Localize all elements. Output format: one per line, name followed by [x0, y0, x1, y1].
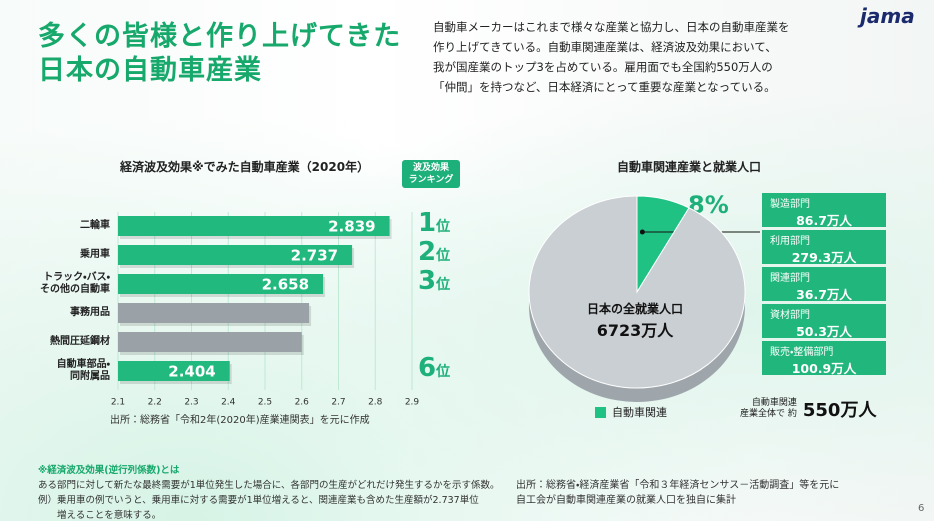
ranking: 1位 [418, 208, 450, 238]
x-tick-label: 2.7 [331, 398, 345, 408]
notes-line: ある部門に対して新たな最終需要が1単位発生した場合に、各部門の生産がどれだけ発生… [38, 480, 500, 491]
title-line: 多くの皆様と作り上げてきた [38, 21, 402, 52]
breakdown-label: 製造部門 [770, 199, 810, 210]
source-line: 自工会が自動車関連産業の就業人口を独自に集計 [516, 495, 736, 506]
pie-center-label: 日本の全就業人口 [586, 302, 683, 316]
category-label: 事務用品 [70, 307, 110, 318]
x-tick-label: 2.8 [368, 398, 383, 408]
ranking: 2位 [418, 237, 450, 267]
breakdown-row: 資材部門 50.3万人 [762, 304, 886, 339]
total: 自動車関連 産業全体で 約 550万人 [740, 396, 876, 422]
value-label: 2.404 [168, 363, 215, 381]
notes-title: ※経済波及効果(逆行列係数)とは [38, 465, 180, 476]
breakdown-row: 利用部門 279.3万人 [762, 230, 886, 265]
bar [118, 303, 310, 323]
pie-center: 日本の全就業人口 6723万人 [560, 300, 710, 341]
source: 出所：総務省・経済産業省「令和３年経済センサス－活動調査」等を元に 自工会が自動… [516, 478, 839, 508]
bar [118, 245, 353, 265]
ranking-number: 2 [418, 237, 437, 267]
bar-source: 出所：総務省「令和2年(2020年)産業連関表」を元に作成 [110, 415, 370, 426]
description-line: 「仲間」を持つなど、日本経済にとって重要な産業となっている。 [433, 80, 776, 94]
bar [118, 274, 324, 294]
breakdown-value: 86.7万人 [796, 213, 852, 228]
value-label: 2.839 [328, 218, 375, 236]
notes: ※経済波及効果(逆行列係数)とは ある部門に対して新たな最終需要が1単位発生した… [38, 463, 499, 521]
breakdown-row: 関連部門 36.7万人 [762, 267, 886, 302]
description: 自動車メーカーはこれまで様々な産業と協力し、日本の自動車産業を 作り上げてきてい… [433, 17, 790, 97]
source-line: 出所：総務省・経済産業省「令和３年経済センサス－活動調査」等を元に [516, 480, 840, 491]
ranking-unit: 位 [436, 364, 451, 380]
description-line: 自動車メーカーはこれまで様々な産業と協力し、日本の自動車産業を [433, 20, 790, 34]
total-label: 自動車関連 産業全体で 約 [740, 398, 797, 419]
category-label: 自動車部品・ 同附属品 [56, 359, 110, 382]
x-tick-label: 2.1 [111, 398, 125, 408]
logo: jama [860, 4, 915, 28]
breakdown-value: 279.3万人 [791, 250, 857, 265]
bar [118, 216, 390, 236]
x-tick-label: 2.4 [221, 398, 236, 408]
ranking-number: 6 [418, 353, 437, 383]
x-tick-label: 2.2 [148, 398, 162, 408]
ranking-badge: 波及効果 ランキング [402, 160, 460, 188]
category-label: 二輪車 [80, 220, 110, 231]
breakdown: 製造部門 86.7万人利用部門 279.3万人関連部門 36.7万人資材部門 50.3万… [762, 193, 886, 378]
pie-center-value: 6723万人 [596, 321, 674, 340]
breakdown-value: 36.7万人 [796, 287, 852, 302]
ranking: 6位 [418, 353, 450, 383]
notes-line: 例）乗用車の例でいうと、乗用車に対する需要が1単位増えると、関連産業も含めた生産… [38, 495, 479, 506]
bar [118, 361, 230, 381]
notes-line: 増えることを意味する。 [38, 510, 162, 521]
total-value: 550万人 [802, 400, 877, 421]
ranking-unit: 位 [436, 248, 451, 264]
title-line: 日本の自動車産業 [38, 55, 262, 86]
title: 多くの皆様と作り上げてきた 日本の自動車産業 [38, 20, 401, 88]
ranking-unit: 位 [436, 219, 451, 235]
legend-swatch [595, 407, 606, 418]
breakdown-label: 資材部門 [770, 310, 810, 321]
ranking-number: 3 [418, 266, 437, 296]
category-label: 乗用車 [80, 249, 110, 260]
value-label: 2.658 [262, 276, 309, 294]
category-label: 熱間圧延鋼材 [50, 336, 110, 347]
breakdown-value: 100.9万人 [791, 361, 857, 376]
pie-slice [528, 195, 746, 389]
breakdown-row: 販売・整備部門 100.9万人 [762, 341, 886, 376]
breakdown-label: 販売・整備部門 [770, 347, 834, 358]
x-tick-label: 2.5 [258, 398, 272, 408]
category-label: トラック・バス・ その他の自動車 [40, 272, 110, 295]
page-number: 6 [918, 503, 925, 514]
legend-label: 自動車関連 [612, 405, 667, 419]
ranking-unit: 位 [436, 277, 451, 293]
breakdown-label: 利用部門 [770, 236, 810, 247]
description-line: 作り上げてきている。自動車関連産業は、経済波及効果において、 [433, 40, 777, 54]
pie-chart-title: 自動車関連産業と就業人口 [617, 160, 762, 174]
ranking-number: 1 [418, 208, 437, 238]
x-tick-label: 2.6 [295, 398, 310, 408]
x-tick-label: 2.3 [184, 398, 198, 408]
x-tick-label: 2.9 [405, 398, 420, 408]
description-line: 我が国産業のトップ3を占めている。雇用面でも全国約550万人の [433, 60, 773, 74]
bar-chart-title: 経済波及効果※でみた自動車産業（2020年） [120, 160, 370, 174]
breakdown-value: 50.3万人 [796, 324, 852, 339]
value-label: 2.737 [291, 247, 338, 265]
bar [118, 332, 302, 352]
breakdown-label: 関連部門 [770, 273, 810, 284]
ranking: 3位 [418, 266, 450, 296]
breakdown-row: 製造部門 86.7万人 [762, 193, 886, 228]
